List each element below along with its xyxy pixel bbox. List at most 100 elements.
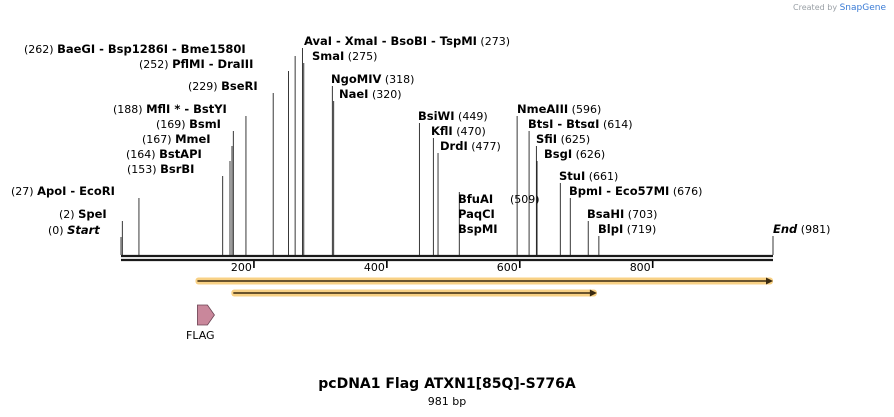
- site-name: BaeGI - Bsp1286I - Bme1580I: [57, 42, 246, 56]
- site-name: ApoI - EcoRI: [37, 184, 115, 198]
- site-position: (625): [557, 133, 590, 146]
- site-label: SmaI (275): [312, 49, 377, 63]
- site-label: (252) PflMI - DraIII: [139, 57, 253, 71]
- site-name: End: [773, 222, 798, 236]
- site-kfli[interactable]: KflI (470): [431, 124, 486, 255]
- site-spei[interactable]: (2) SpeI: [59, 207, 123, 255]
- site-position: (626): [572, 148, 605, 161]
- site-bsgi[interactable]: BsgI (626): [536, 147, 605, 255]
- site-name: BstAPI: [159, 147, 202, 161]
- site-bseri[interactable]: (229) BseRI: [188, 79, 274, 255]
- site-position: (2): [59, 208, 78, 221]
- site-label: (167) MmeI: [142, 132, 211, 146]
- site-blpi[interactable]: BlpI (719): [598, 222, 656, 255]
- site-label: DrdI (477): [440, 139, 501, 153]
- site-label: End (981): [773, 222, 830, 236]
- site-name: BspMI: [458, 222, 498, 236]
- site-label: NgoMIV (318): [331, 72, 414, 86]
- site-name: NaeI: [339, 87, 368, 101]
- site-position: (596): [568, 103, 601, 116]
- site-name: BfuAI: [458, 192, 493, 206]
- site-name: Start: [67, 223, 100, 237]
- site-name: SpeI: [78, 207, 107, 221]
- credit-prefix: Created by: [793, 3, 838, 12]
- site-name: MmeI: [175, 132, 211, 146]
- site-baegi[interactable]: (262) BaeGI - Bsp1286I - Bme1580I: [24, 42, 296, 255]
- site-apoi[interactable]: (27) ApoI - EcoRI: [11, 184, 140, 255]
- site-position: (477): [468, 140, 501, 153]
- site-position: (470): [453, 125, 486, 138]
- site-label: StuI (661): [559, 169, 618, 183]
- ruler-tick-label: 600: [497, 261, 518, 274]
- orf-arrowhead: [589, 289, 597, 297]
- site-name: AvaI - XmaI - BsoBI - TspMI: [304, 34, 477, 48]
- site-position: (164): [126, 148, 159, 161]
- site-position: (676): [669, 185, 702, 198]
- site-mmei[interactable]: (167) MmeI: [142, 132, 233, 255]
- site-position: (262): [24, 43, 57, 56]
- site-label: (153) BsrBI: [127, 162, 194, 176]
- site-name: BsaHI: [587, 207, 624, 221]
- flag-feature-label: FLAG: [186, 329, 215, 342]
- site-bsiwi[interactable]: BsiWI (449): [418, 109, 488, 255]
- site-position: (153): [127, 163, 160, 176]
- sequence-length: 981 bp: [427, 395, 467, 408]
- site-sfii[interactable]: SfiI (625): [535, 132, 590, 255]
- site-name: KflI: [431, 124, 453, 138]
- site-bstapi[interactable]: (164) BstAPI: [126, 147, 231, 255]
- site-name: BsiWI: [418, 109, 455, 123]
- site-name: StuI: [559, 169, 585, 183]
- site-label: (188) MflI * - BstYI: [113, 102, 227, 116]
- map-title: pcDNA1 Flag ATXN1[85Q]-S776A: [318, 376, 576, 392]
- site-position: (614): [599, 118, 632, 131]
- site-start[interactable]: (0) Start: [48, 223, 122, 255]
- site-name: SmaI: [312, 49, 344, 63]
- snapgene-logo: SnapGene: [839, 3, 886, 13]
- site-pflmi[interactable]: (252) PflMI - DraIII: [139, 57, 289, 255]
- site-name: MflI * - BstYI: [146, 102, 227, 116]
- site-position: (229): [188, 80, 221, 93]
- site-bsmi[interactable]: (169) BsmI: [156, 117, 234, 255]
- site-naei[interactable]: NaeI (320): [333, 87, 402, 255]
- site-stui[interactable]: StuI (661): [559, 169, 618, 255]
- site-position: (320): [368, 88, 401, 101]
- site-label: (27) ApoI - EcoRI: [11, 184, 115, 198]
- snapgene-credit: Created by SnapGene: [793, 3, 886, 13]
- site-name: BsrBI: [160, 162, 194, 176]
- site-position: (509): [510, 193, 540, 206]
- site-nmeaiii[interactable]: NmeAIII (596): [516, 102, 601, 255]
- site-mfli[interactable]: (188) MflI * - BstYI: [113, 102, 247, 255]
- site-bsahi[interactable]: BsaHI (703): [587, 207, 657, 255]
- site-avai[interactable]: AvaI - XmaI - BsoBI - TspMI (273): [301, 34, 510, 255]
- site-bsrbi[interactable]: (153) BsrBI: [127, 162, 224, 255]
- site-smai[interactable]: SmaI (275): [303, 49, 378, 255]
- site-position: (27): [11, 185, 37, 198]
- site-label: BpmI - Eco57MI (676): [569, 184, 702, 198]
- site-label: NmeAIII (596): [517, 102, 601, 116]
- site-position: (188): [113, 103, 146, 116]
- site-label: (262) BaeGI - Bsp1286I - Bme1580I: [24, 42, 246, 56]
- orf-arrow[interactable]: [195, 277, 773, 285]
- site-position: (167): [142, 133, 175, 146]
- site-label: (0) Start: [48, 223, 100, 237]
- site-position: (981): [797, 223, 830, 236]
- site-bpmi[interactable]: BpmI - Eco57MI (676): [569, 184, 702, 255]
- flag-feature-arrow[interactable]: [197, 304, 215, 326]
- linear-sequence-map: 200 400 600 800 (0) Start (2) SpeI (27) ApoI -…: [11, 34, 830, 326]
- ruler-tick-label: 800: [630, 261, 651, 274]
- site-name: BseRI: [221, 79, 258, 93]
- site-ngomiv[interactable]: NgoMIV (318): [331, 72, 414, 255]
- site-label: (2) SpeI: [59, 207, 107, 221]
- site-end[interactable]: End (981): [772, 222, 830, 255]
- site-label: KflI (470): [431, 124, 486, 138]
- site-btsi[interactable]: BtsI - BtsαI (614): [528, 117, 633, 255]
- site-name: BpmI - Eco57MI: [569, 184, 669, 198]
- site-position: (275): [344, 50, 377, 63]
- orf-arrowhead: [766, 277, 773, 285]
- site-drdi[interactable]: DrdI (477): [437, 139, 501, 255]
- site-name: DrdI: [440, 139, 468, 153]
- site-position: (252): [139, 58, 172, 71]
- orf-arrow[interactable]: [231, 289, 597, 297]
- site-label: (169) BsmI: [156, 117, 221, 131]
